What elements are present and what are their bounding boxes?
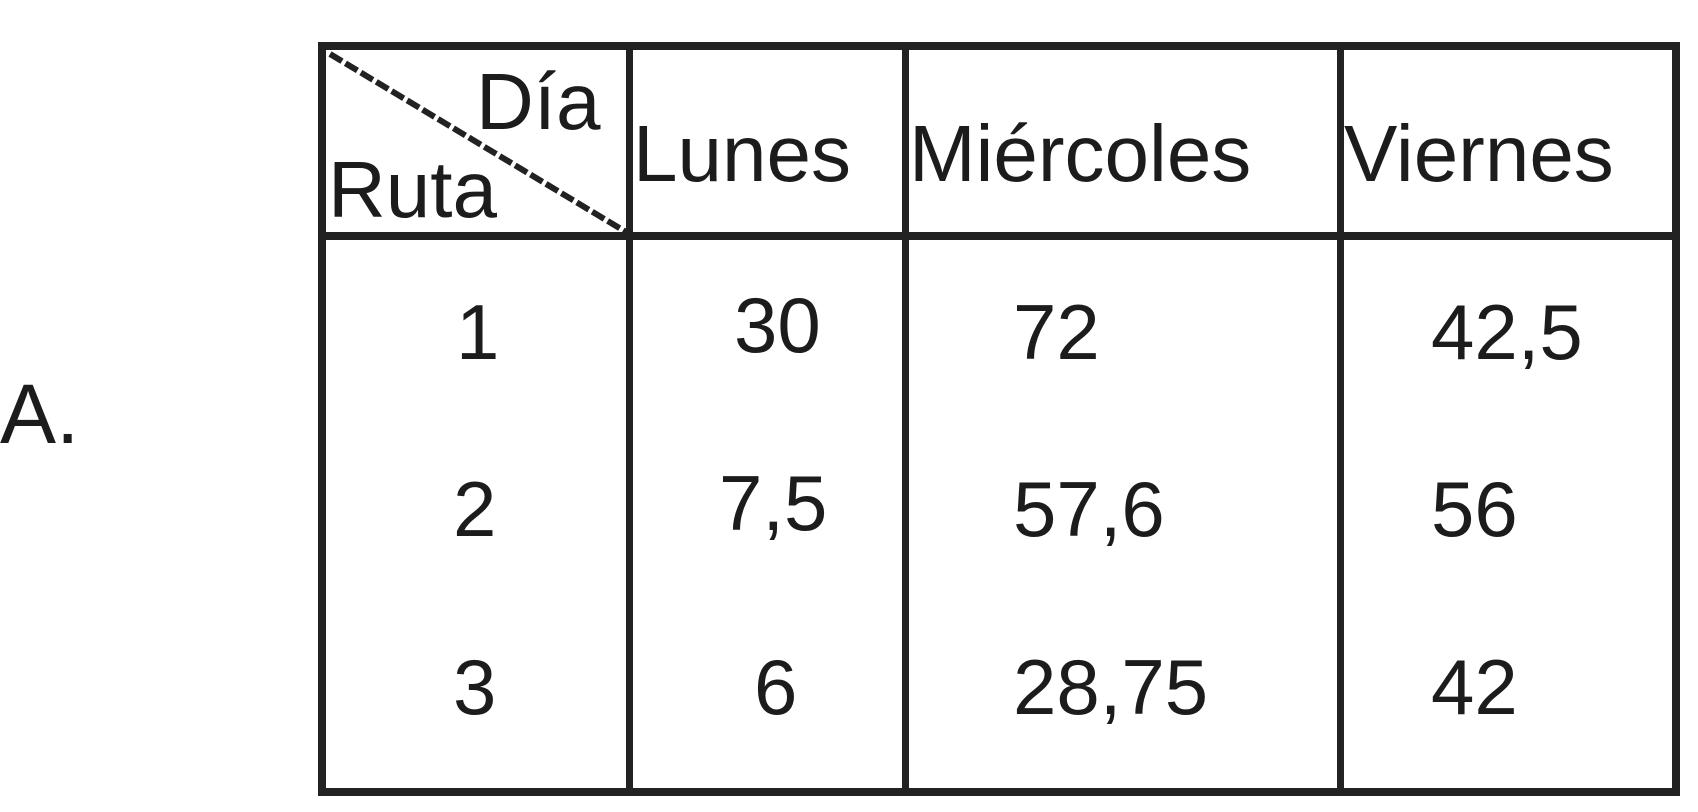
- corner-diagonal: [328, 51, 626, 232]
- header-divider: [326, 232, 1672, 240]
- column-divider-3: [1337, 50, 1344, 788]
- value-cell: 6: [754, 643, 798, 731]
- value-cell: 57,6: [1013, 465, 1165, 553]
- ruta-cell-3: 3: [453, 643, 497, 731]
- value-cell: 7,5: [719, 459, 828, 547]
- value-cell: 72: [1013, 288, 1100, 376]
- column-header-miercoles: Miércoles: [909, 109, 1252, 198]
- column-header-lunes: Lunes: [633, 109, 851, 198]
- value-cell: 42,5: [1431, 288, 1583, 376]
- corner-label-dia: Día: [476, 57, 601, 146]
- value-cell: 30: [734, 281, 821, 369]
- column-divider-1: [626, 50, 633, 788]
- column-header-viernes: Viernes: [1344, 109, 1614, 198]
- value-cell: 56: [1431, 465, 1518, 553]
- data-table: Día Ruta Lunes Miércoles Viernes 1 30 72…: [318, 42, 1680, 796]
- option-letter: A.: [0, 367, 80, 461]
- value-cell: 42: [1431, 643, 1518, 731]
- column-divider-2: [902, 50, 909, 788]
- ruta-cell-1: 1: [456, 288, 500, 376]
- value-cell: 28,75: [1013, 643, 1209, 731]
- corner-label-ruta: Ruta: [328, 145, 497, 234]
- ruta-cell-2: 2: [453, 465, 497, 553]
